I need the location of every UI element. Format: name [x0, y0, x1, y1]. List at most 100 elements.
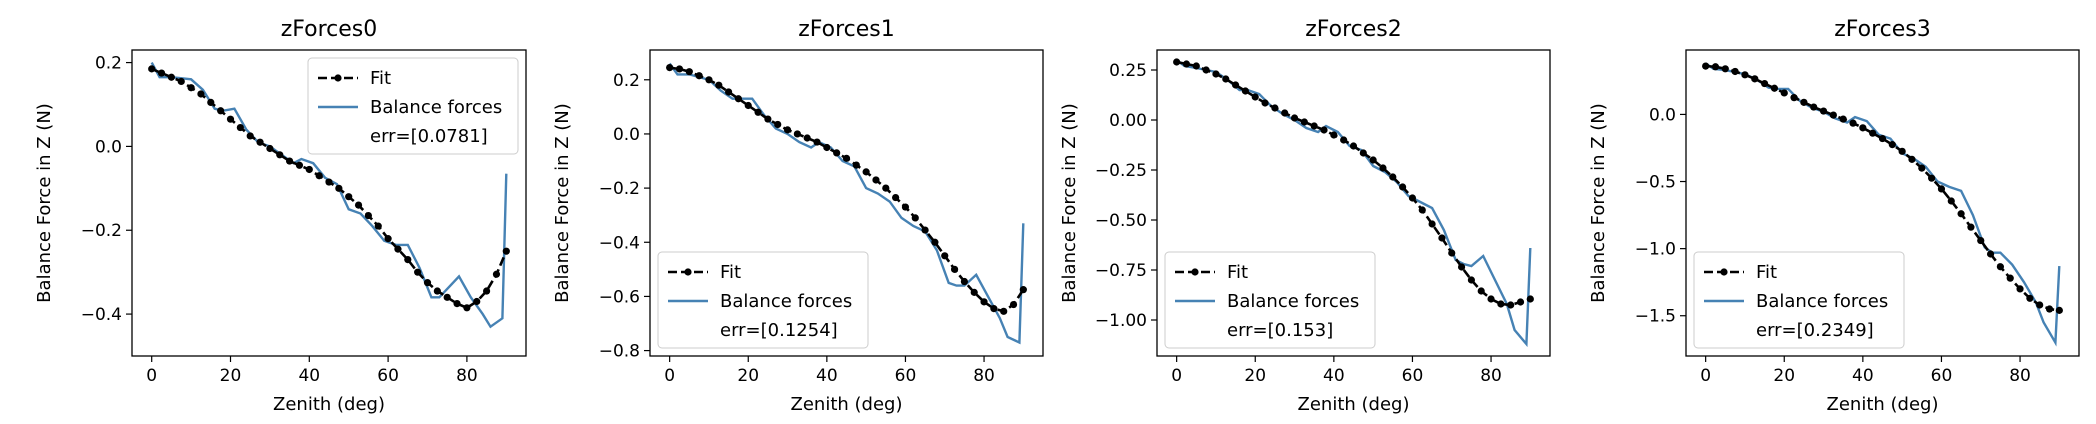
legend-label-fit: Fit: [1756, 262, 1777, 283]
fit-point: [823, 143, 831, 152]
y-tick-label: 0.0: [1649, 105, 1676, 125]
subplot-zForces1: zForces1 0 20 40 60 80 0.2 0.0 −0.2 −0.4 −0.6 −0.8 Z…: [552, 17, 1044, 415]
fit-point: [148, 65, 156, 73]
fit-point: [1467, 276, 1475, 284]
fit-point: [374, 222, 382, 230]
x-tick-label: 20: [1773, 366, 1795, 386]
fit-point: [1800, 98, 1808, 106]
fit-point: [1418, 206, 1426, 214]
y-tick-label: −0.50: [1095, 211, 1147, 231]
x-tick-label: 60: [377, 366, 399, 386]
fit-point: [1359, 149, 1367, 157]
x-tick-label: 0: [146, 366, 157, 386]
fit-point: [862, 168, 870, 176]
x-tick-label: 60: [1931, 366, 1953, 386]
fit-point: [1173, 58, 1181, 66]
fit-point: [1281, 109, 1289, 117]
fit-point: [404, 255, 412, 264]
fit-point: [1986, 250, 1995, 258]
fit-point: [1202, 66, 1210, 74]
fit-point: [774, 120, 782, 129]
fit-point: [941, 252, 949, 260]
fit-point: [734, 95, 743, 103]
fit-point: [345, 193, 353, 201]
fit-point: [1928, 174, 1936, 182]
fit-point: [1711, 63, 1720, 71]
fit-point: [1770, 84, 1779, 92]
fit-point: [1888, 141, 1896, 149]
fit-point: [892, 193, 900, 202]
subplot-zForces2: zForces2 0 20 40 60 80 0.25 0.00 −0.25 −0.50 −0.75…: [1059, 17, 1551, 415]
y-tick-label: −0.4: [599, 233, 640, 253]
fit-point: [2036, 301, 2044, 309]
legend: Fit Balance forces err=[0.153]: [1164, 251, 1376, 349]
fit-point: [187, 84, 195, 92]
x-tick-label: 40: [1323, 366, 1345, 386]
axes-frame: [1685, 49, 2080, 357]
y-tick-label: 0.00: [1109, 111, 1147, 131]
fit-point: [1947, 197, 1955, 205]
fit-point: [1369, 156, 1377, 164]
x-axis-label: Zenith (deg): [791, 394, 903, 415]
fit-point: [2026, 294, 2034, 302]
legend-label-balance-forces: Balance forces: [1756, 291, 1888, 312]
fit-point: [1310, 122, 1318, 130]
plot-area: [1173, 58, 1534, 348]
fit-point: [685, 68, 693, 76]
fit-point: [1192, 62, 1200, 70]
fit-point: [1261, 99, 1269, 107]
fit-point: [1212, 70, 1220, 78]
fit-point: [246, 132, 254, 140]
fit-point: [1300, 118, 1308, 126]
fit-point: [666, 64, 674, 72]
axes-frame: [649, 49, 1044, 357]
legend-marker-fit: [1720, 268, 1728, 276]
fit-point: [177, 77, 185, 86]
fit-point: [1438, 234, 1446, 242]
fit-point: [1810, 103, 1818, 111]
fit-point: [1937, 185, 1946, 193]
fit-point: [1182, 60, 1191, 68]
y-tick-label: −0.8: [599, 342, 640, 362]
x-tick-label: 20: [1244, 366, 1266, 386]
legend-label-balance-forces: Balance forces: [1227, 291, 1359, 312]
legend-box: [1693, 251, 1905, 349]
y-tick-label: −0.2: [81, 221, 122, 241]
fit-point: [1839, 115, 1847, 123]
x-axis-label: Zenith (deg): [1298, 394, 1410, 415]
fit-point: [266, 144, 274, 153]
fit-point: [384, 235, 392, 243]
fit-point: [463, 304, 471, 312]
fit-point: [167, 73, 175, 81]
plot-area: [1702, 62, 2063, 347]
x-tick-label: 20: [737, 366, 759, 386]
x-tick-label: 80: [2009, 366, 2031, 386]
fit-point: [315, 172, 323, 180]
fit-point: [754, 108, 762, 116]
fit-point: [286, 157, 294, 165]
legend-marker-fit: [1191, 268, 1199, 276]
legend-error-note: err=[0.0781]: [370, 126, 488, 147]
chart-title: zForces0: [281, 17, 378, 42]
fit-point: [970, 288, 978, 296]
fit-point: [236, 123, 244, 132]
fit-point: [901, 203, 910, 211]
fit-point: [453, 300, 461, 308]
x-axis-label: Zenith (deg): [273, 394, 385, 415]
fit-point: [803, 134, 811, 142]
fit-point: [1741, 71, 1749, 79]
fit-point: [1487, 295, 1495, 303]
fit-point: [433, 287, 441, 295]
y-tick-label: 0.25: [1109, 61, 1147, 81]
subplot-zForces0: zForces0 0 20 40 60 80 0.2 0.0 −0.2 −0.4 Zenith (d…: [34, 17, 527, 415]
fit-point: [1702, 62, 1710, 70]
fit-point: [1526, 295, 1534, 303]
legend-box: [1164, 251, 1376, 349]
fit-point: [833, 149, 841, 157]
fit-point: [813, 138, 821, 146]
fit-point: [764, 115, 772, 123]
legend-box: [307, 57, 519, 155]
y-axis-label: Balance Force in Z (N): [1059, 103, 1080, 303]
y-tick-label: −0.6: [599, 287, 640, 307]
legend-marker-fit: [684, 268, 692, 276]
